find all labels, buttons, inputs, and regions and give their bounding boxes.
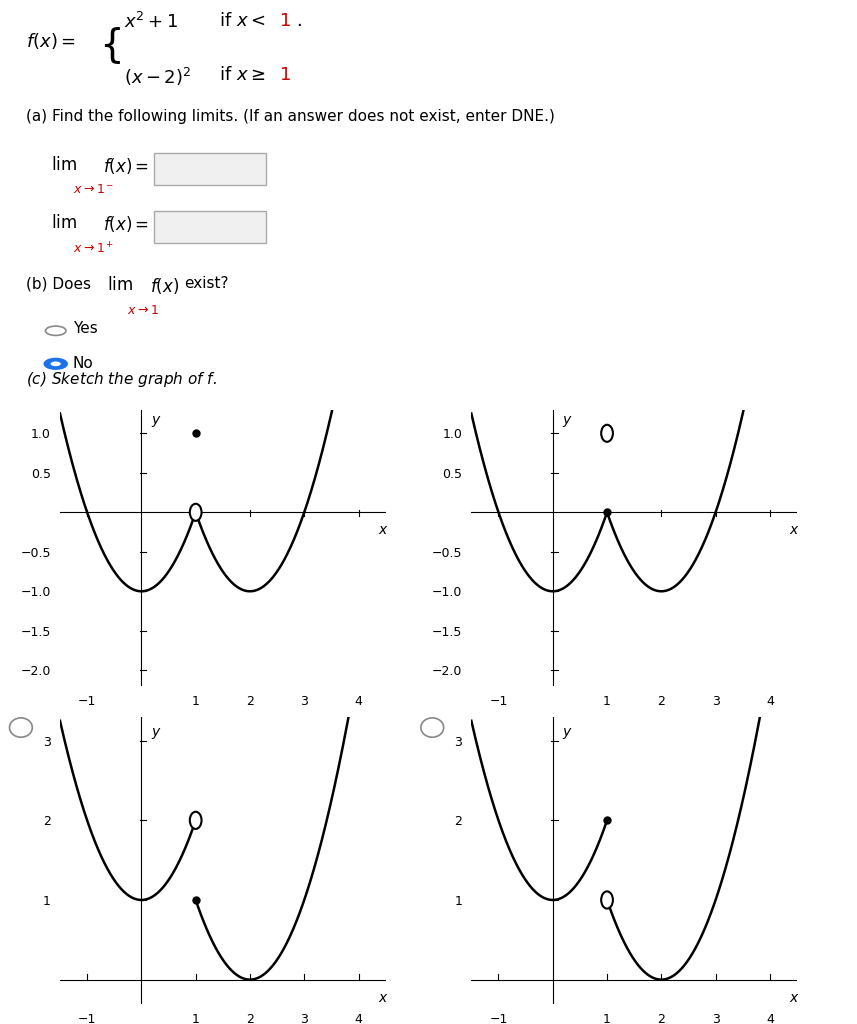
Text: (b) Does: (b) Does bbox=[26, 276, 91, 291]
Text: $f(x) = $: $f(x) = $ bbox=[26, 31, 75, 51]
Text: $f(x) =$: $f(x) =$ bbox=[103, 214, 149, 234]
Circle shape bbox=[189, 812, 201, 829]
Text: y: y bbox=[151, 725, 159, 738]
Text: y: y bbox=[562, 725, 571, 738]
FancyBboxPatch shape bbox=[154, 153, 266, 184]
Circle shape bbox=[45, 326, 66, 336]
Text: $.$: $.$ bbox=[296, 11, 302, 30]
Text: $\{$: $\{$ bbox=[99, 26, 121, 67]
Text: $(x - 2)^2$: $(x - 2)^2$ bbox=[124, 67, 191, 88]
Text: $f(x) =$: $f(x) =$ bbox=[103, 156, 149, 176]
Circle shape bbox=[421, 718, 444, 737]
Circle shape bbox=[45, 358, 67, 369]
Text: No: No bbox=[73, 356, 93, 371]
Circle shape bbox=[51, 361, 61, 367]
Text: exist?: exist? bbox=[184, 276, 229, 291]
Text: $\lim$: $\lim$ bbox=[51, 214, 77, 232]
Text: x: x bbox=[378, 991, 387, 1006]
Text: if $x \geq$: if $x \geq$ bbox=[219, 67, 265, 84]
Text: $x^2 + 1$: $x^2 + 1$ bbox=[124, 11, 178, 32]
Text: $1$: $1$ bbox=[279, 11, 291, 30]
Circle shape bbox=[601, 425, 613, 441]
Text: $x \to 1^+$: $x \to 1^+$ bbox=[73, 242, 114, 257]
Text: $f(x)$: $f(x)$ bbox=[150, 276, 179, 296]
Text: x: x bbox=[789, 991, 798, 1006]
Text: $\lim$: $\lim$ bbox=[51, 156, 77, 174]
Text: x: x bbox=[789, 523, 798, 538]
Text: $x \to 1$: $x \to 1$ bbox=[127, 303, 159, 316]
Text: (c) Sketch the graph of $f$.: (c) Sketch the graph of $f$. bbox=[26, 370, 217, 389]
Text: y: y bbox=[151, 413, 159, 427]
Text: $1$: $1$ bbox=[279, 67, 291, 84]
Text: Yes: Yes bbox=[73, 322, 98, 336]
Text: $x \to 1^-$: $x \to 1^-$ bbox=[73, 183, 114, 196]
Text: if $x <$: if $x <$ bbox=[219, 11, 265, 30]
Text: $\lim$: $\lim$ bbox=[107, 276, 133, 294]
Circle shape bbox=[9, 718, 33, 737]
FancyBboxPatch shape bbox=[154, 211, 266, 244]
Text: (a) Find the following limits. (If an answer does not exist, enter DNE.): (a) Find the following limits. (If an an… bbox=[26, 109, 554, 124]
Text: y: y bbox=[562, 413, 571, 427]
Text: x: x bbox=[378, 523, 387, 538]
Circle shape bbox=[189, 504, 201, 521]
Circle shape bbox=[601, 891, 613, 908]
